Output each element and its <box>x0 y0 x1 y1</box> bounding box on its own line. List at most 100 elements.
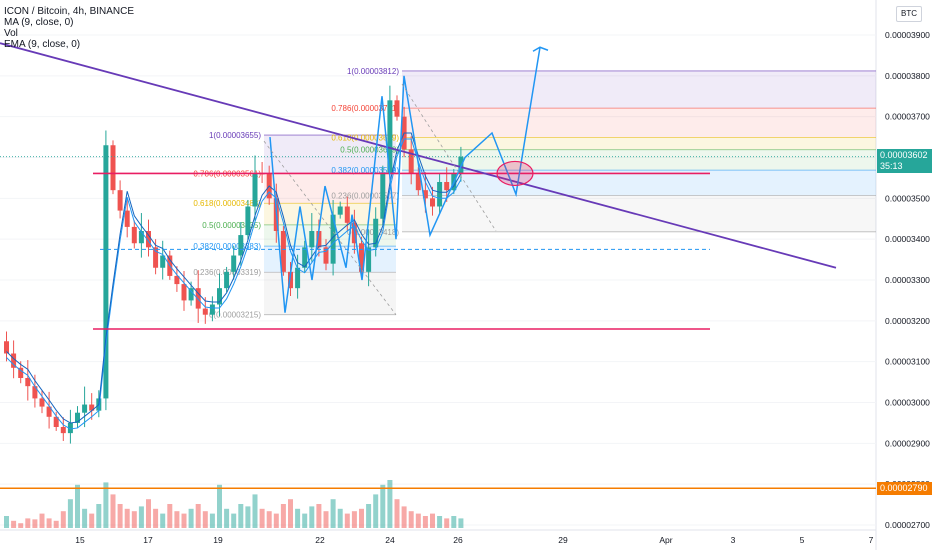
y-tick-label: 0.00003200 <box>885 316 930 326</box>
x-tick-label: 5 <box>800 535 805 545</box>
volume-bar <box>11 520 17 528</box>
candle-body <box>32 386 38 399</box>
volume-bar <box>231 513 237 528</box>
volume-bar <box>60 511 66 528</box>
volume-bar <box>401 506 407 528</box>
fib-level-label: 1(0.00003655) <box>209 131 261 140</box>
candle-body <box>89 404 95 411</box>
volume-bar <box>131 511 137 528</box>
y-tick-label: 0.00002900 <box>885 438 930 448</box>
volume-bar <box>18 523 24 528</box>
candle-body <box>394 100 400 117</box>
fib-level-label: 0.5(0.00003619) <box>340 146 399 155</box>
x-tick-label: 29 <box>558 535 568 545</box>
indicator-ma[interactable]: MA (9, close, 0) <box>4 17 74 28</box>
ma-line <box>6 138 462 430</box>
indicator-vol[interactable]: Vol <box>4 28 18 39</box>
volume-bar <box>245 506 251 528</box>
candle-body <box>330 214 336 264</box>
volume-bar <box>167 504 173 528</box>
volume-bar <box>259 508 265 528</box>
candle-body <box>131 226 137 244</box>
x-tick-label: 15 <box>75 535 85 545</box>
candle-body <box>408 149 414 174</box>
fib-level-label: 0.236(0.00003507) <box>331 191 399 200</box>
volume-bar <box>344 513 350 528</box>
volume-bar <box>380 484 386 528</box>
x-tick-label: 22 <box>315 535 325 545</box>
candle-body <box>415 173 421 191</box>
candle-body <box>75 412 80 423</box>
fib-level-label: 0(0.00003215) <box>209 311 261 320</box>
breakout-highlight <box>496 160 534 187</box>
candle-body <box>430 198 435 207</box>
wave-projection-path <box>269 47 541 313</box>
fib-zone <box>264 203 396 225</box>
volume-bar <box>174 511 180 528</box>
candle-body <box>174 275 180 285</box>
volume-bar <box>146 499 151 528</box>
indicator-ema[interactable]: EMA (9, close, 0) <box>4 39 81 50</box>
candle-body <box>387 100 393 174</box>
descending-trendline <box>0 42 837 269</box>
volume-bar <box>53 520 59 528</box>
y-tick-label: 0.00003400 <box>885 234 930 244</box>
y-tick-label: 0.00003500 <box>885 193 930 203</box>
candle-body <box>67 422 73 434</box>
y-tick-label: 0.00003300 <box>885 275 930 285</box>
candle-body <box>46 406 52 417</box>
candle-body <box>323 247 329 264</box>
ema-line <box>6 132 462 424</box>
candle-body <box>153 247 159 268</box>
fib-zone <box>402 195 876 232</box>
volume-bar <box>217 484 222 528</box>
fib-zone <box>402 137 876 150</box>
volume-bar <box>195 504 201 528</box>
volume-bar <box>280 504 286 528</box>
candle-body <box>25 378 31 387</box>
candle-body <box>337 206 343 215</box>
candle-body <box>53 416 59 427</box>
volume-bar <box>408 511 414 528</box>
currency-badge[interactable]: BTC <box>896 6 922 22</box>
candle-body <box>295 267 301 289</box>
candle-body <box>380 173 386 219</box>
x-tick-label: 7 <box>869 535 874 545</box>
fib-level-label: 1(0.00003812) <box>347 67 399 76</box>
candle-body <box>188 288 194 301</box>
volume-bar <box>209 513 215 528</box>
candle-body <box>209 304 215 315</box>
chart-legend: ICON / Bitcoin, 4h, BINANCE MA (9, close… <box>4 6 134 50</box>
volume-bar <box>46 518 52 528</box>
volume-bar <box>394 499 400 528</box>
volume-bar <box>224 508 230 528</box>
symbol-title[interactable]: ICON / Bitcoin, 4h, BINANCE <box>4 6 135 17</box>
support-price-value: 0.00002790 <box>880 483 928 493</box>
volume-bar <box>458 518 464 528</box>
candle-body <box>11 353 17 368</box>
volume-bar <box>89 513 95 528</box>
current-price-value: 0.00003602 <box>880 150 928 160</box>
volume-bar <box>323 511 329 528</box>
candle-body <box>146 231 151 248</box>
volume-bar <box>387 480 393 528</box>
volume-bar <box>238 504 244 528</box>
candle-body <box>195 288 201 309</box>
volume-bar <box>25 518 31 528</box>
volume-bar <box>351 511 357 528</box>
volume-bar <box>266 511 272 528</box>
projection-arrowhead <box>532 46 549 52</box>
volume-bar <box>437 516 443 528</box>
support-price-tag: 0.00002790 <box>877 482 932 495</box>
y-tick-label: 0.00003100 <box>885 357 930 367</box>
volume-bar <box>188 508 194 528</box>
volume-bar <box>202 511 208 528</box>
volume-bar <box>451 516 457 528</box>
fib-zone <box>402 70 876 109</box>
volume-bar <box>252 494 258 528</box>
fib-zone <box>402 170 876 196</box>
volume-bar <box>373 494 379 528</box>
volume-bar <box>444 518 450 528</box>
